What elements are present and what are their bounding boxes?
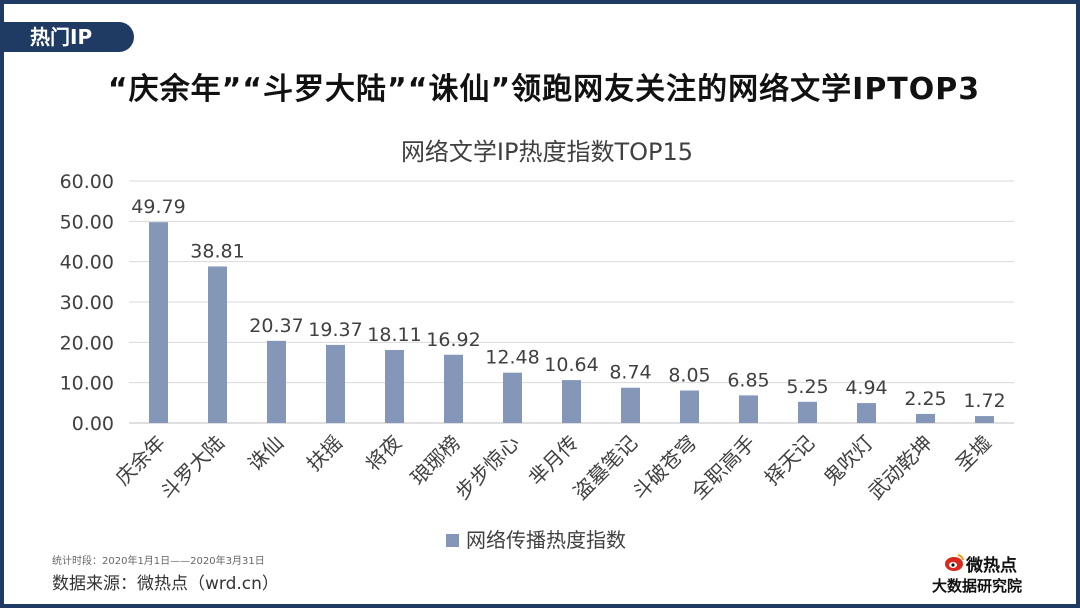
legend-swatch xyxy=(446,534,459,547)
data-label: 2.25 xyxy=(904,388,946,410)
bar xyxy=(267,340,286,423)
bars xyxy=(149,222,994,423)
category-label: 将夜 xyxy=(361,431,406,476)
bar xyxy=(798,401,817,423)
data-label: 1.72 xyxy=(963,390,1005,412)
data-label: 8.05 xyxy=(668,365,710,387)
y-axis: 0.00 10.00 20.00 30.00 40.00 50.00 60.00 xyxy=(60,171,114,435)
logo-subtitle: 大数据研究院 xyxy=(932,577,1023,595)
bar xyxy=(621,387,640,423)
bar xyxy=(503,372,522,423)
category-label: 武动乾坤 xyxy=(863,431,937,505)
category-label: 择天记 xyxy=(760,431,819,490)
bar xyxy=(208,266,227,423)
category-label: 诛仙 xyxy=(243,431,288,476)
data-label: 38.81 xyxy=(190,240,244,262)
bar-chart: 网络文学IP热度指数TOP15 0.00 10.00 20.00 30.00 40.00… xyxy=(60,138,1014,552)
data-label: 12.48 xyxy=(485,347,539,369)
data-label: 10.64 xyxy=(544,354,598,376)
category-label: 盗墓笔记 xyxy=(568,431,642,505)
period-note: 统计时段：2020年1月1日——2020年3月31日 xyxy=(52,556,265,567)
y-tick-label: 30.00 xyxy=(60,292,114,314)
y-tick-label: 0.00 xyxy=(72,413,114,435)
data-label: 6.85 xyxy=(727,369,769,391)
bar xyxy=(562,380,581,423)
y-tick-label: 20.00 xyxy=(60,332,114,354)
legend-label: 网络传播热度指数 xyxy=(466,528,626,552)
logo-name: 微热点 xyxy=(966,556,1017,576)
category-label: 扶摇 xyxy=(302,431,347,476)
data-label: 49.79 xyxy=(131,196,185,218)
data-label: 20.37 xyxy=(249,315,303,337)
category-label: 斗破苍穹 xyxy=(627,431,701,505)
category-label: 斗罗大陆 xyxy=(155,431,229,505)
bar xyxy=(739,395,758,423)
data-label: 18.11 xyxy=(367,324,421,346)
section-tag: 热门IP xyxy=(4,22,134,52)
data-label: 19.37 xyxy=(308,319,362,341)
data-source: 数据来源：微热点（wrd.cn） xyxy=(52,574,279,594)
data-label: 16.92 xyxy=(426,329,480,351)
data-label: 8.74 xyxy=(609,362,651,384)
page-title: “庆余年”“斗罗大陆”“诛仙”领跑网友关注的网络文学IPTOP3 xyxy=(107,72,981,107)
data-label: 5.25 xyxy=(786,376,828,398)
bar xyxy=(680,390,699,423)
bar xyxy=(975,416,994,423)
bar xyxy=(916,413,935,423)
weibo-eye-icon xyxy=(945,554,964,571)
bar xyxy=(857,403,876,423)
bar xyxy=(149,222,168,423)
y-tick-label: 10.00 xyxy=(60,373,114,395)
y-tick-label: 60.00 xyxy=(60,171,114,193)
data-label: 4.94 xyxy=(845,377,887,399)
category-label: 全职高手 xyxy=(686,431,760,505)
category-label: 步步惊心 xyxy=(450,431,524,505)
category-label: 圣墟 xyxy=(951,431,996,476)
y-tick-label: 40.00 xyxy=(60,252,114,274)
bar xyxy=(385,349,404,423)
y-tick-label: 50.00 xyxy=(60,211,114,233)
bar xyxy=(326,344,345,423)
brand-logo: 微热点 大数据研究院 xyxy=(932,551,1050,599)
chart-title: 网络文学IP热度指数TOP15 xyxy=(401,138,693,166)
bar xyxy=(444,354,463,423)
legend: 网络传播热度指数 xyxy=(446,528,626,552)
